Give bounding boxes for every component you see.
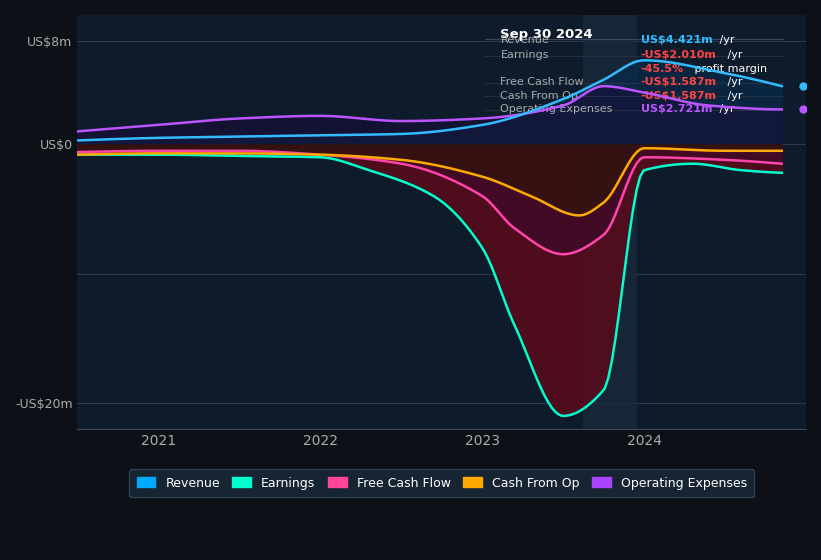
Bar (583, 15, 636, 429)
Legend: Revenue, Earnings, Free Cash Flow, Cash From Op, Operating Expenses: Revenue, Earnings, Free Cash Flow, Cash … (129, 469, 754, 497)
